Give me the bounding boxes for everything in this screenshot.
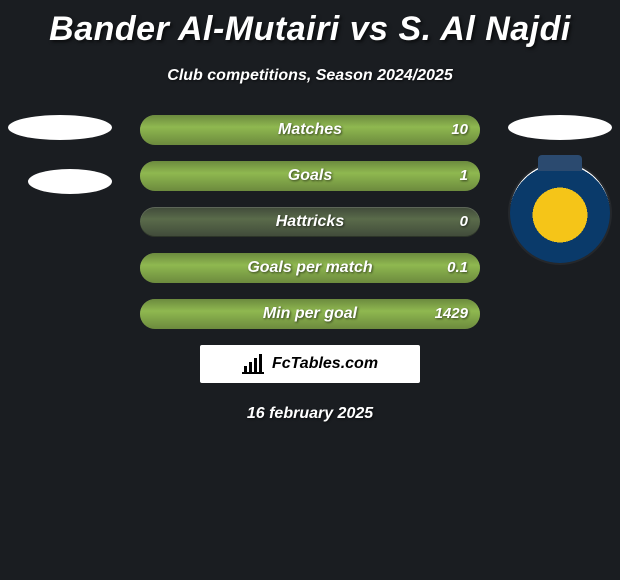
stat-value-right: 1429 — [435, 299, 468, 329]
player-right-placeholder — [508, 115, 612, 140]
stat-bars: Matches 10 Goals 1 Hattricks 0 Goals per… — [140, 115, 480, 329]
stat-label: Goals per match — [140, 253, 480, 283]
stat-row-matches: Matches 10 — [140, 115, 480, 145]
stat-value-right: 10 — [451, 115, 468, 145]
stat-row-min-per-goal: Min per goal 1429 — [140, 299, 480, 329]
stat-value-right: 1 — [460, 161, 468, 191]
player-left-placeholder-1 — [8, 115, 112, 140]
comparison-area: Matches 10 Goals 1 Hattricks 0 Goals per… — [0, 115, 620, 423]
branding-text: FcTables.com — [272, 355, 378, 373]
stat-value-right: 0.1 — [447, 253, 468, 283]
stat-row-hattricks: Hattricks 0 — [140, 207, 480, 237]
stat-label: Goals — [140, 161, 480, 191]
stat-label: Matches — [140, 115, 480, 145]
stat-label: Min per goal — [140, 299, 480, 329]
date-text: 16 february 2025 — [0, 405, 620, 423]
stat-row-goals: Goals 1 — [140, 161, 480, 191]
page-title: Bander Al-Mutairi vs S. Al Najdi — [0, 0, 620, 49]
stat-value-right: 0 — [460, 207, 468, 237]
bar-chart-icon — [242, 354, 266, 374]
page-subtitle: Club competitions, Season 2024/2025 — [0, 67, 620, 85]
stat-label: Hattricks — [140, 207, 480, 237]
branding-badge: FcTables.com — [200, 345, 420, 383]
crest-crown-icon — [538, 155, 582, 171]
stat-row-goals-per-match: Goals per match 0.1 — [140, 253, 480, 283]
player-left-placeholder-2 — [28, 169, 112, 194]
club-crest-right — [510, 163, 610, 263]
